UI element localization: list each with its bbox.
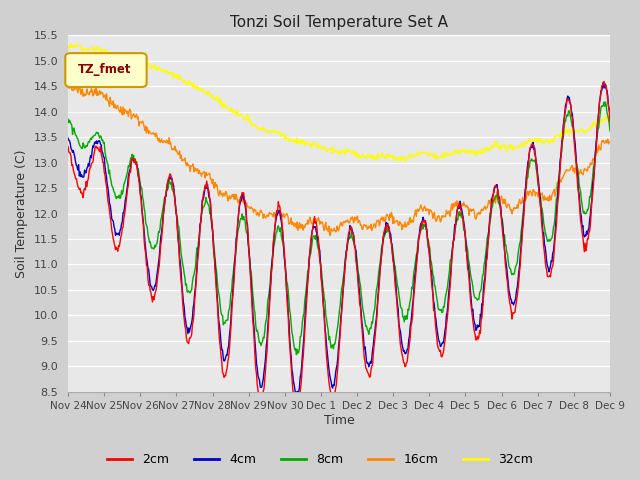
16cm	[214, 190, 222, 195]
4cm	[130, 156, 138, 162]
4cm	[213, 295, 221, 300]
8cm	[422, 222, 429, 228]
16cm	[326, 232, 334, 238]
16cm	[422, 208, 430, 214]
2cm	[292, 409, 300, 415]
16cm	[67, 81, 74, 87]
Y-axis label: Soil Temperature (C): Soil Temperature (C)	[15, 149, 28, 278]
32cm	[406, 151, 414, 157]
8cm	[130, 153, 138, 158]
8cm	[185, 288, 193, 294]
FancyBboxPatch shape	[65, 53, 147, 87]
Legend: 2cm, 4cm, 8cm, 16cm, 32cm: 2cm, 4cm, 8cm, 16cm, 32cm	[102, 448, 538, 471]
8cm	[74, 136, 82, 142]
8cm	[292, 352, 300, 358]
2cm	[213, 299, 221, 305]
Line: 2cm: 2cm	[68, 82, 610, 412]
16cm	[75, 86, 83, 92]
32cm	[131, 57, 138, 62]
8cm	[213, 278, 221, 284]
16cm	[186, 164, 193, 169]
Line: 16cm: 16cm	[68, 84, 610, 235]
Line: 32cm: 32cm	[68, 44, 610, 161]
2cm	[74, 183, 82, 189]
32cm	[214, 99, 222, 105]
32cm	[422, 150, 430, 156]
4cm	[606, 113, 614, 119]
4cm	[406, 333, 413, 339]
32cm	[75, 43, 83, 48]
Line: 8cm: 8cm	[68, 102, 610, 355]
8cm	[602, 99, 609, 105]
32cm	[401, 158, 409, 164]
4cm	[64, 135, 72, 141]
Title: Tonzi Soil Temperature Set A: Tonzi Soil Temperature Set A	[230, 15, 448, 30]
2cm	[185, 341, 193, 347]
4cm	[74, 167, 82, 173]
X-axis label: Time: Time	[324, 414, 355, 427]
32cm	[186, 78, 193, 84]
8cm	[64, 116, 72, 122]
Line: 4cm: 4cm	[68, 82, 610, 397]
2cm	[600, 79, 608, 84]
16cm	[131, 113, 138, 119]
2cm	[406, 341, 413, 347]
16cm	[64, 85, 72, 91]
16cm	[406, 215, 414, 220]
8cm	[406, 301, 413, 307]
2cm	[606, 119, 614, 125]
32cm	[606, 113, 614, 119]
4cm	[422, 218, 429, 224]
2cm	[422, 217, 429, 223]
4cm	[600, 79, 607, 85]
Text: TZ_fmet: TZ_fmet	[78, 63, 132, 76]
16cm	[606, 139, 614, 144]
8cm	[606, 128, 614, 134]
2cm	[64, 144, 72, 149]
4cm	[185, 325, 193, 331]
4cm	[292, 395, 300, 400]
2cm	[130, 157, 138, 163]
32cm	[64, 44, 72, 49]
32cm	[67, 41, 75, 47]
